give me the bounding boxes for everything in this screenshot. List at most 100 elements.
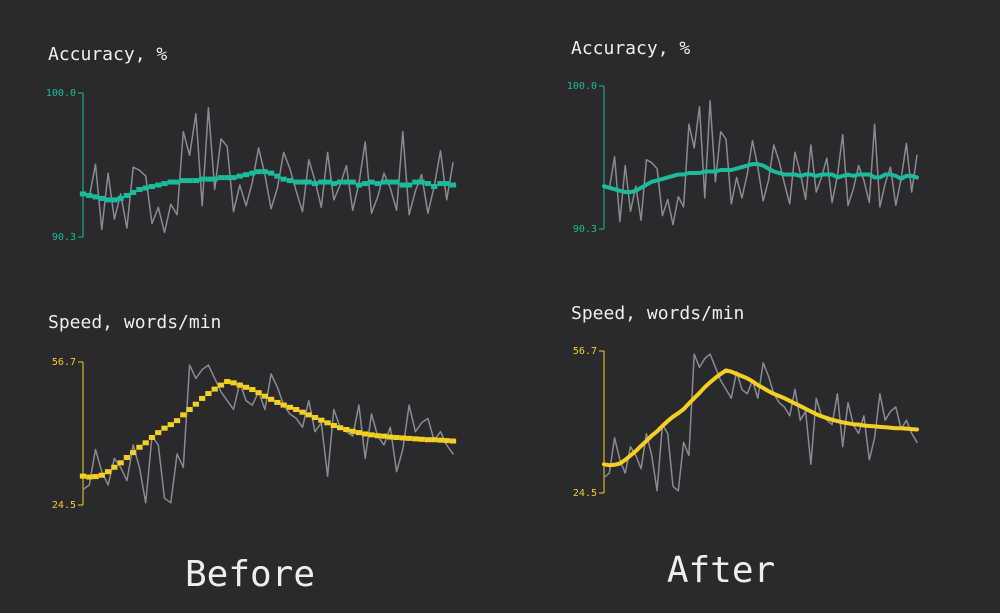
y-tick-label: 100.0 bbox=[567, 81, 597, 92]
smoothed-step bbox=[224, 379, 231, 385]
chart-title: Accuracy, % bbox=[571, 38, 690, 59]
smoothed-step bbox=[130, 450, 137, 456]
smoothed-step bbox=[130, 189, 137, 195]
smoothed-step bbox=[437, 437, 444, 443]
smoothed-step bbox=[142, 185, 149, 191]
smoothed-step bbox=[336, 179, 344, 185]
smoothed-step bbox=[173, 418, 181, 424]
smoothed-step bbox=[211, 386, 218, 392]
smoothed-step bbox=[86, 474, 93, 480]
smoothed-step bbox=[217, 175, 225, 181]
smoothed-step bbox=[261, 169, 268, 175]
smoothed-step bbox=[242, 384, 250, 390]
smoothed-step bbox=[192, 178, 200, 184]
caption: After bbox=[667, 550, 775, 591]
smoothed-step bbox=[355, 430, 363, 436]
smoothed-step bbox=[161, 181, 168, 187]
smoothed-step bbox=[349, 179, 356, 185]
smoothed-step bbox=[92, 474, 99, 480]
smoothed-step bbox=[437, 181, 444, 187]
smoothed-step bbox=[311, 415, 319, 421]
smoothed-step bbox=[393, 434, 400, 440]
smoothed-step bbox=[111, 197, 118, 203]
caption: Before bbox=[185, 554, 315, 595]
smoothed-step bbox=[330, 181, 337, 187]
smoothed-step bbox=[368, 432, 375, 438]
smoothed-step bbox=[336, 425, 344, 431]
smoothed-step bbox=[355, 182, 363, 188]
raw-line bbox=[603, 99, 918, 226]
smoothed-step bbox=[255, 390, 262, 396]
smoothed-step bbox=[230, 175, 237, 181]
smoothed-step bbox=[211, 176, 218, 182]
smoothed-step bbox=[261, 393, 268, 399]
smoothed-step bbox=[117, 195, 124, 201]
smoothed-step bbox=[167, 179, 174, 185]
smoothed-step bbox=[280, 402, 287, 408]
smoothed-step bbox=[192, 401, 200, 407]
smoothed-step bbox=[155, 182, 162, 188]
smoothed-step bbox=[399, 435, 406, 441]
chart-title: Accuracy, % bbox=[48, 44, 167, 65]
smoothed-step bbox=[305, 412, 312, 418]
smoothed-step bbox=[380, 179, 388, 185]
smoothed-step bbox=[449, 438, 457, 444]
smoothed-step bbox=[362, 181, 369, 187]
smoothed-step bbox=[249, 387, 256, 393]
smoothed-step bbox=[412, 179, 419, 185]
smoothed-step bbox=[293, 407, 300, 413]
smoothed-step bbox=[449, 182, 457, 188]
smoothed-step bbox=[399, 182, 406, 188]
smoothed-step bbox=[330, 423, 337, 429]
smoothed-step bbox=[230, 380, 237, 386]
smoothed-step bbox=[148, 184, 156, 190]
smoothed-step bbox=[405, 182, 413, 188]
smoothed-step bbox=[362, 431, 369, 437]
smoothed-step bbox=[274, 399, 281, 405]
smoothed-step bbox=[186, 178, 193, 184]
y-tick-label: 56.7 bbox=[573, 346, 597, 357]
smoothed-step bbox=[374, 181, 381, 187]
smoothed-step bbox=[236, 382, 243, 388]
smoothed-step bbox=[205, 391, 212, 397]
smoothed-line bbox=[602, 368, 919, 468]
smoothed-step bbox=[98, 195, 105, 201]
smoothed-step bbox=[374, 433, 381, 439]
smoothed-step bbox=[431, 437, 438, 443]
smoothed-step bbox=[111, 464, 118, 470]
smoothed-step bbox=[368, 179, 375, 185]
smoothed-step bbox=[443, 181, 450, 187]
smoothed-step bbox=[86, 192, 93, 198]
smoothed-step bbox=[180, 412, 187, 418]
smoothed-step bbox=[418, 179, 425, 185]
smoothed-step bbox=[418, 436, 425, 442]
smoothed-step bbox=[349, 428, 356, 434]
smoothed-step bbox=[443, 438, 450, 444]
y-tick-label: 56.7 bbox=[52, 357, 76, 368]
raw-line bbox=[82, 107, 454, 234]
smoothed-step bbox=[387, 179, 394, 185]
smoothed-step bbox=[148, 434, 156, 440]
smoothed-step bbox=[274, 173, 281, 179]
y-tick-label: 90.3 bbox=[573, 224, 597, 235]
smoothed-step bbox=[318, 417, 325, 423]
smoothed-step bbox=[167, 422, 174, 428]
chart-title: Speed, words/min bbox=[48, 312, 221, 333]
smoothed-step bbox=[255, 169, 262, 175]
smoothed-step bbox=[155, 430, 162, 436]
smoothed-step bbox=[123, 454, 131, 460]
smoothed-step bbox=[424, 437, 432, 443]
smoothed-step bbox=[161, 425, 168, 431]
smoothed-step bbox=[224, 175, 231, 181]
smoothed-step bbox=[117, 460, 124, 466]
smoothed-line bbox=[602, 162, 919, 195]
smoothed-step bbox=[412, 436, 419, 442]
smoothed-step bbox=[286, 404, 294, 410]
smoothed-step bbox=[205, 176, 212, 182]
smoothed-step bbox=[123, 192, 131, 198]
smoothed-step bbox=[79, 473, 87, 479]
smoothed-step bbox=[142, 440, 149, 446]
smoothed-step bbox=[136, 444, 143, 450]
